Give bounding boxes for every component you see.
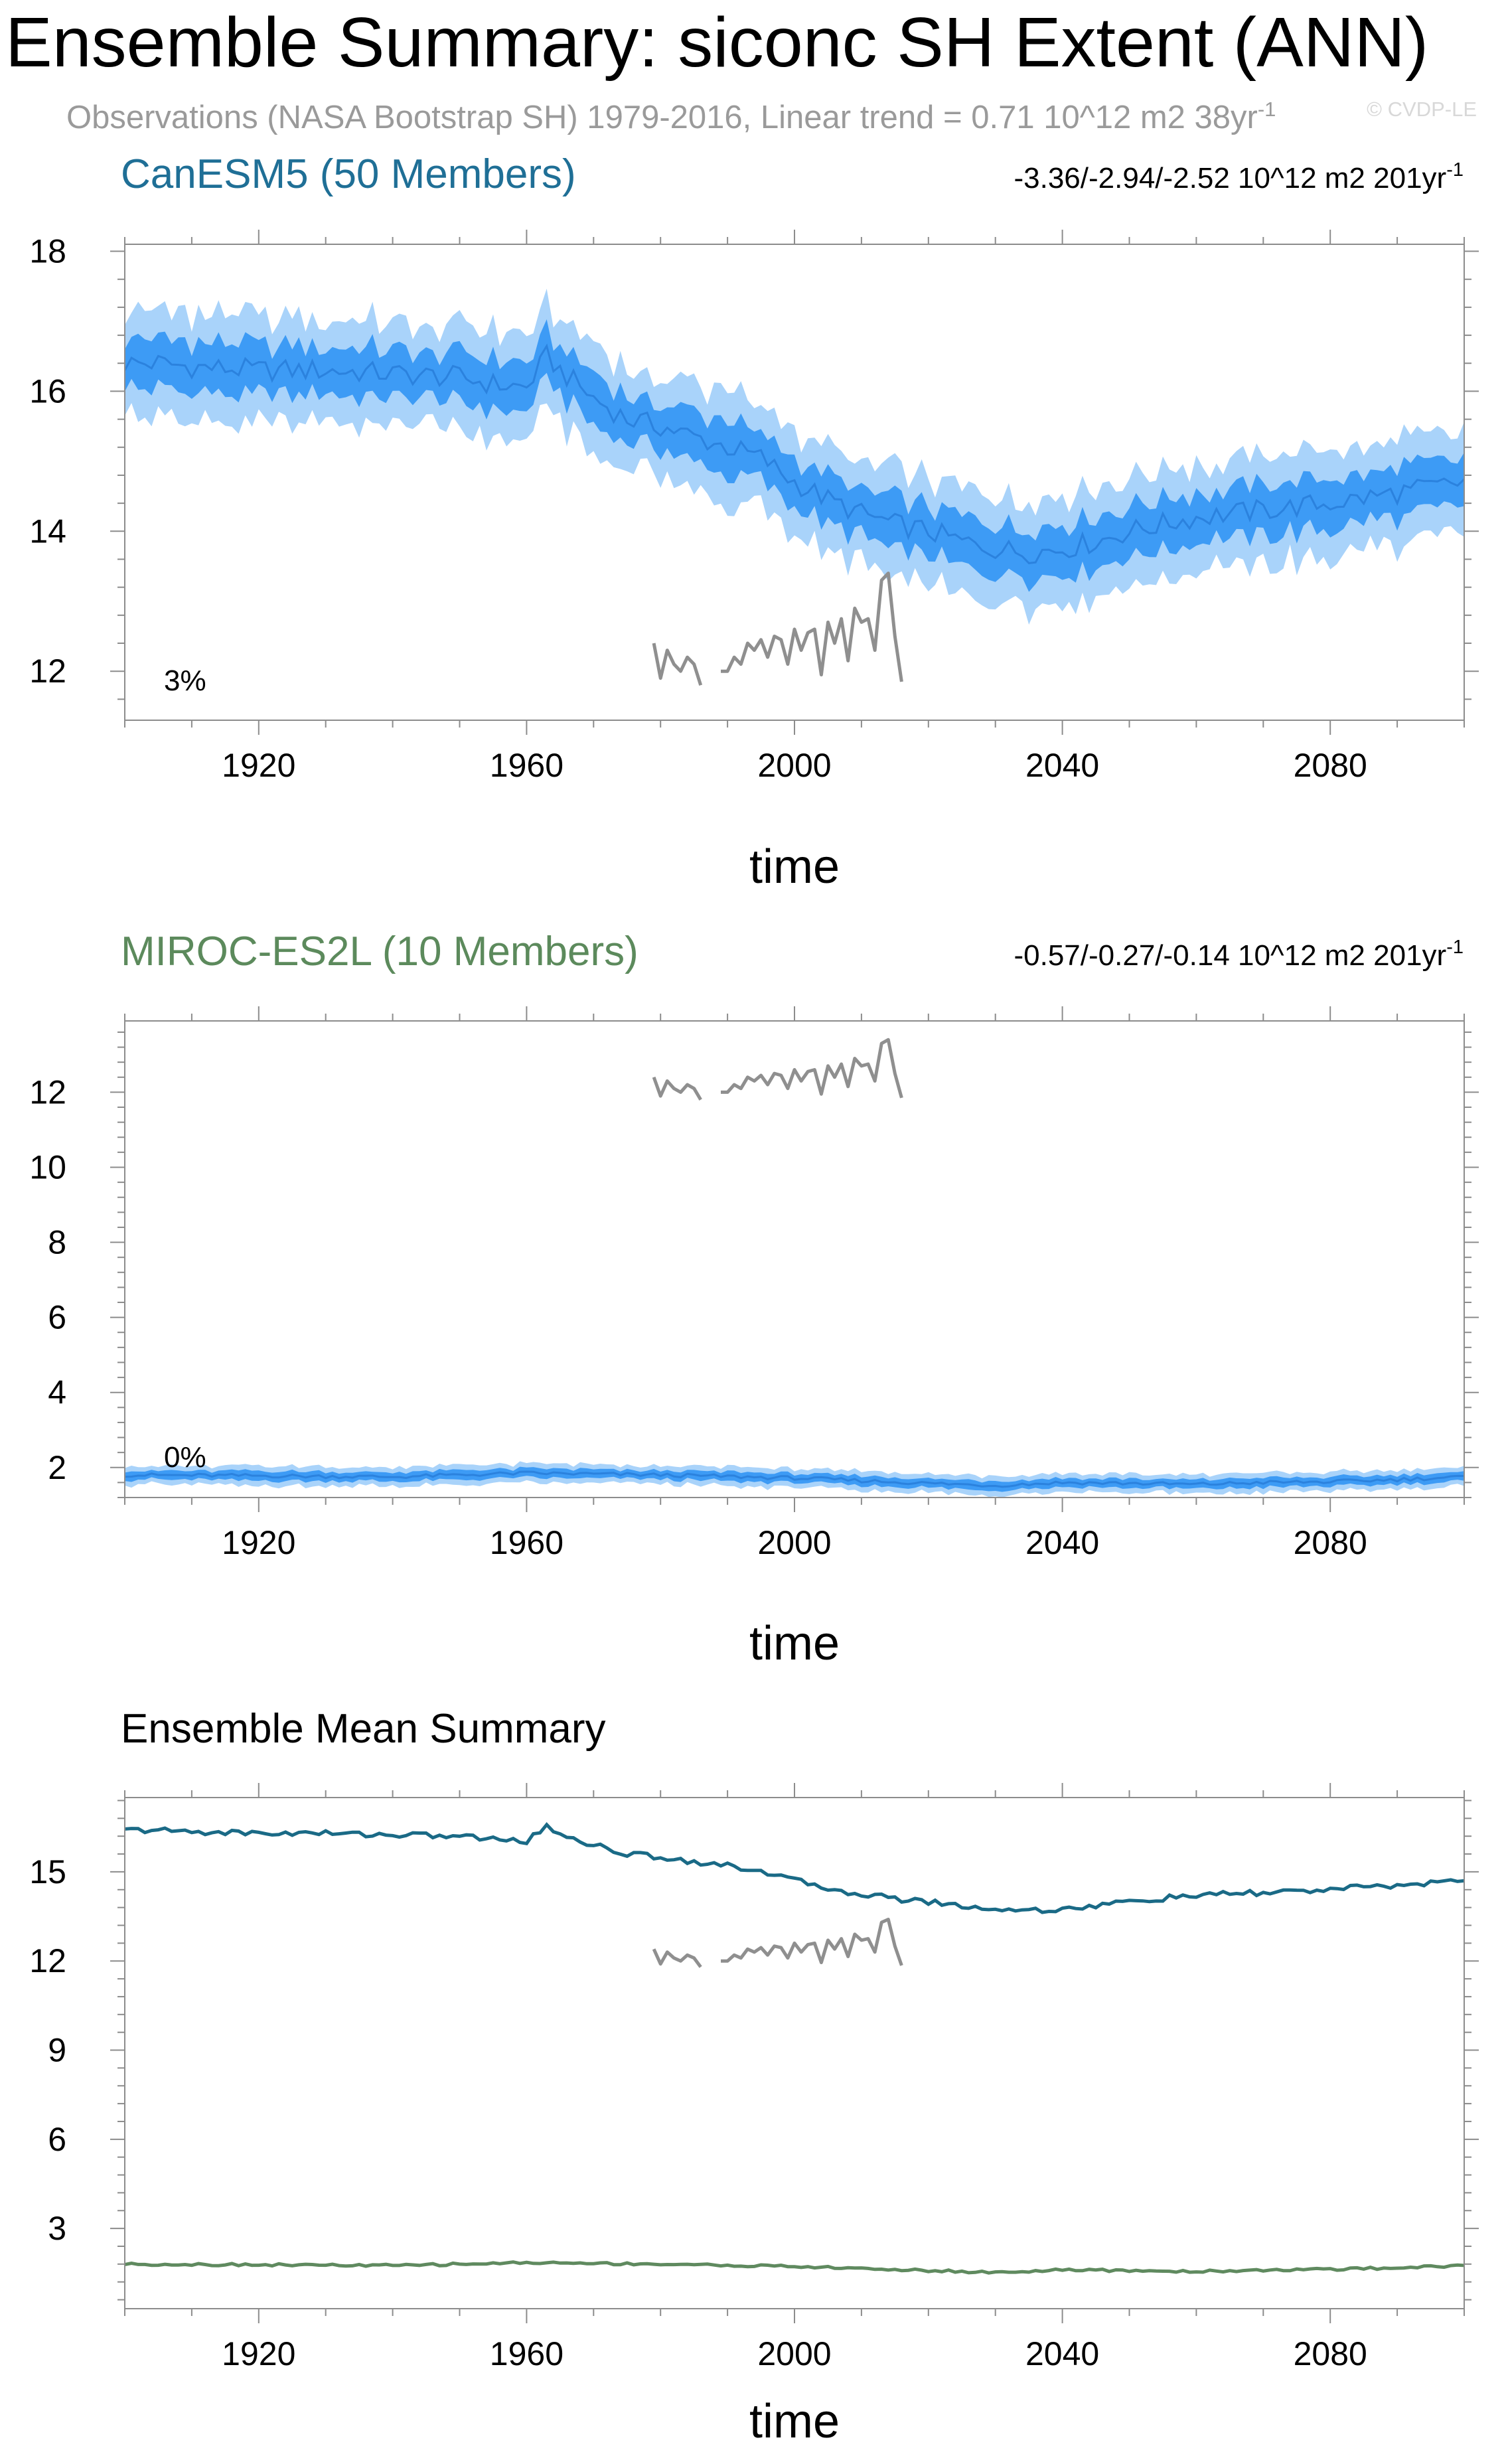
panel-miroc-ytick-label: 10 — [29, 1148, 66, 1186]
panel-miroc-trend-text: -0.57/-0.27/-0.14 10^12 m2 201yr — [1014, 939, 1446, 972]
panel-miroc-xtick-label: 1920 — [222, 1524, 295, 1561]
panel-canesm5-trend: -3.36/-2.94/-2.52 10^12 m2 201yr-1 — [1014, 159, 1464, 194]
panel-miroc-ytick-label: 12 — [29, 1073, 66, 1111]
panel-canesm5-xtick-label: 2080 — [1294, 747, 1367, 784]
panel-canesm5-xtick-label: 1920 — [222, 747, 295, 784]
panel-ensemble-mean-ytick-label: 3 — [48, 2210, 66, 2247]
panel-canesm5-mean-line — [125, 343, 1464, 564]
panel-ensemble-mean-line-canesm5 — [125, 1822, 1464, 1914]
panel-canesm5-plot: 1920 1960 2000 2040 2080 12 14 16 18 — [29, 230, 1479, 784]
panel-miroc-ytick-label: 2 — [48, 1449, 66, 1486]
figure-subtitle: Observations (NASA Bootstrap SH) 1979-20… — [66, 98, 1276, 135]
panel-canesm5-percent-label: 3% — [164, 664, 206, 697]
panel-miroc-frame — [124, 1020, 1465, 1498]
panel-canesm5-xtick-label: 2040 — [1025, 747, 1099, 784]
panel-ensemble-mean-line-miroc-es2l — [125, 2260, 1464, 2275]
panel-miroc-plot: 1920 1960 2000 2040 2080 2 4 6 8 10 12 — [29, 1006, 1479, 1561]
panel-ensemble-mean-xtick-label: 2000 — [757, 2335, 831, 2372]
panel-ensemble-mean-ytick-label: 9 — [48, 2032, 66, 2069]
panel-ensemble-mean-xtick-label: 1920 — [222, 2335, 295, 2372]
figure-title: Ensemble Summary: siconc SH Extent (ANN) — [5, 3, 1428, 82]
panel-miroc-xtick-label: 1960 — [490, 1524, 564, 1561]
panel-miroc-observations-line — [652, 1038, 903, 1101]
panel-miroc-trend-superscript: -1 — [1446, 937, 1464, 958]
panel-ensemble-mean-ytick-label: 12 — [29, 1942, 66, 1979]
panel-canesm5-title: CanESM5 (50 Members) — [121, 151, 576, 197]
panel-miroc-title: MIROC-ES2L (10 Members) — [121, 929, 639, 974]
panel-ensemble-mean-xtick-label: 2040 — [1025, 2335, 1099, 2372]
panel-ensemble-mean-plot: 1920 1960 2000 2040 2080 3 6 9 12 15 — [29, 1783, 1479, 2372]
panel-canesm5-trend-superscript: -1 — [1446, 159, 1464, 181]
panel-miroc-mean-line — [125, 1470, 1464, 1488]
panel-canesm5-inner-band — [125, 319, 1464, 592]
panel-miroc-xtick-label: 2080 — [1294, 1524, 1367, 1561]
panel-canesm5-xtick-label: 2000 — [757, 747, 831, 784]
panel-canesm5-trend-text: -3.36/-2.94/-2.52 10^12 m2 201yr — [1014, 162, 1446, 194]
panel-canesm5-xlabel: time — [749, 840, 840, 893]
panel-ensemble-mean-title: Ensemble Mean Summary — [121, 1706, 606, 1752]
panel-ensemble-mean-frame — [124, 1797, 1465, 2309]
panel-canesm5-observations-line — [652, 572, 903, 686]
panel-ensemble-mean-xtick-label: 1960 — [490, 2335, 564, 2372]
panel-ensemble-mean-xlabel: time — [749, 2395, 840, 2448]
panel-miroc-plot-area — [125, 1038, 1464, 1498]
panel-ensemble-mean-plot-area — [125, 1822, 1464, 2275]
panel-ensemble-mean-xtick-label: 2080 — [1294, 2335, 1367, 2372]
panel-canesm5-ytick-label: 16 — [29, 372, 66, 410]
panel-ensemble-mean: Ensemble Mean Summary 1920 1960 2000 2040 20… — [29, 1706, 1479, 2448]
panel-miroc-trend: -0.57/-0.27/-0.14 10^12 m2 201yr-1 — [1014, 937, 1464, 972]
panel-miroc-xlabel: time — [749, 1617, 840, 1670]
panel-ensemble-mean-ytick-label: 6 — [48, 2121, 66, 2158]
panel-miroc-ytick-label: 4 — [48, 1374, 66, 1411]
panel-miroc-ytick-label: 6 — [48, 1299, 66, 1336]
panel-canesm5: CanESM5 (50 Members) -3.36/-2.94/-2.52 1… — [29, 151, 1479, 893]
panel-canesm5-ytick-label: 18 — [29, 233, 66, 270]
watermark: © CVDP-LE — [1367, 98, 1477, 121]
panel-miroc-xtick-label: 2040 — [1025, 1524, 1099, 1561]
panel-miroc-percent-label: 0% — [164, 1441, 206, 1474]
panel-canesm5-plot-area — [125, 288, 1464, 686]
subtitle-text: Observations (NASA Bootstrap SH) 1979-20… — [66, 100, 1258, 135]
panel-miroc: MIROC-ES2L (10 Members) -0.57/-0.27/-0.1… — [29, 929, 1479, 1670]
panel-ensemble-mean-observations-line — [652, 1918, 903, 1968]
subtitle-superscript: -1 — [1258, 98, 1276, 121]
panel-ensemble-mean-ytick-label: 15 — [29, 1853, 66, 1890]
panel-canesm5-ytick-label: 12 — [29, 653, 66, 690]
panel-miroc-ytick-label: 8 — [48, 1224, 66, 1261]
panel-miroc-xtick-label: 2000 — [757, 1524, 831, 1561]
panel-canesm5-ytick-label: 14 — [29, 512, 66, 550]
panel-canesm5-xtick-label: 1960 — [490, 747, 564, 784]
